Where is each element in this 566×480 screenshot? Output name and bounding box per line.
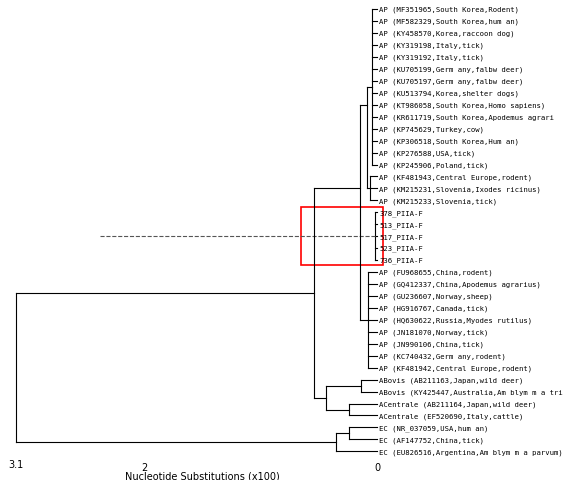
Text: AP (JN181070,Norway,tick): AP (JN181070,Norway,tick) xyxy=(379,329,489,336)
Text: AP (MF351965,South Korea,Rodent): AP (MF351965,South Korea,Rodent) xyxy=(379,7,520,13)
Text: 3.1: 3.1 xyxy=(8,458,23,468)
Text: AP (KP245906,Poland,tick): AP (KP245906,Poland,tick) xyxy=(379,162,489,168)
Text: Nucleotide Substitutions (x100): Nucleotide Substitutions (x100) xyxy=(125,470,280,480)
Text: AP (HQ630622,Russia,Myodes rutilus): AP (HQ630622,Russia,Myodes rutilus) xyxy=(379,317,533,324)
Text: AP (MF582329,South Korea,hum an): AP (MF582329,South Korea,hum an) xyxy=(379,19,520,25)
Text: AP (HG916767,Canada,tick): AP (HG916767,Canada,tick) xyxy=(379,305,489,312)
Text: 2: 2 xyxy=(141,462,147,472)
Text: ABovis (AB211163,Japan,wild deer): ABovis (AB211163,Japan,wild deer) xyxy=(379,377,524,383)
Text: AP (KP306518,South Korea,Hum an): AP (KP306518,South Korea,Hum an) xyxy=(379,138,520,144)
Text: ABovis (KY425447,Australia,Am blym m a tri: ABovis (KY425447,Australia,Am blym m a t… xyxy=(379,388,563,395)
Text: 523_PIIA-F: 523_PIIA-F xyxy=(379,245,423,252)
Text: 0: 0 xyxy=(374,462,380,472)
Text: AP (KU705197,Germ any,falbw deer): AP (KU705197,Germ any,falbw deer) xyxy=(379,78,524,85)
Text: AP (JN990106,China,tick): AP (JN990106,China,tick) xyxy=(379,341,484,348)
Text: AP (KM215233,Slovenia,tick): AP (KM215233,Slovenia,tick) xyxy=(379,198,498,204)
Text: AP (GQ412337,China,Apodemus agrarius): AP (GQ412337,China,Apodemus agrarius) xyxy=(379,281,541,288)
Text: ACentrale (AB211164,Japan,wild deer): ACentrale (AB211164,Japan,wild deer) xyxy=(379,400,537,407)
Text: EC (NR_037059,USA,hum an): EC (NR_037059,USA,hum an) xyxy=(379,424,489,431)
Text: 736_PIIA-F: 736_PIIA-F xyxy=(379,257,423,264)
Text: AP (KU705199,Germ any,falbw deer): AP (KU705199,Germ any,falbw deer) xyxy=(379,67,524,73)
Text: AP (KT986058,South Korea,Homo sapiens): AP (KT986058,South Korea,Homo sapiens) xyxy=(379,102,546,109)
Text: AP (KC740432,Germ any,rodent): AP (KC740432,Germ any,rodent) xyxy=(379,353,506,359)
Text: AP (KP745629,Turkey,cow): AP (KP745629,Turkey,cow) xyxy=(379,126,484,132)
Bar xyxy=(301,207,383,266)
Text: AP (KR611719,South Korea,Apodemus agrari: AP (KR611719,South Korea,Apodemus agrari xyxy=(379,114,554,120)
Text: AP (KM215231,Slovenia,Ixodes ricinus): AP (KM215231,Slovenia,Ixodes ricinus) xyxy=(379,186,541,192)
Text: 517_PIIA-F: 517_PIIA-F xyxy=(379,233,423,240)
Text: AP (GU236607,Norway,sheep): AP (GU236607,Norway,sheep) xyxy=(379,293,493,300)
Text: 378_PIIA-F: 378_PIIA-F xyxy=(379,210,423,216)
Text: AP (KY458570,Korea,raccoon dog): AP (KY458570,Korea,raccoon dog) xyxy=(379,31,515,37)
Text: EC (EU826516,Argentina,Am blym m a parvum): EC (EU826516,Argentina,Am blym m a parvu… xyxy=(379,448,563,455)
Text: AP (KY319192,Italy,tick): AP (KY319192,Italy,tick) xyxy=(379,55,484,61)
Text: 513_PIIA-F: 513_PIIA-F xyxy=(379,221,423,228)
Text: ACentrale (EF520690,Italy,cattle): ACentrale (EF520690,Italy,cattle) xyxy=(379,412,524,419)
Text: AP (KY319198,Italy,tick): AP (KY319198,Italy,tick) xyxy=(379,43,484,49)
Text: AP (KP276588,USA,tick): AP (KP276588,USA,tick) xyxy=(379,150,475,156)
Text: AP (KU513794,Korea,shelter dogs): AP (KU513794,Korea,shelter dogs) xyxy=(379,90,520,97)
Text: AP (FU968655,China,rodent): AP (FU968655,China,rodent) xyxy=(379,269,493,276)
Text: AP (KF481942,Central Europe,rodent): AP (KF481942,Central Europe,rodent) xyxy=(379,365,533,371)
Text: EC (AF147752,China,tick): EC (AF147752,China,tick) xyxy=(379,436,484,443)
Text: AP (KF481943,Central Europe,rodent): AP (KF481943,Central Europe,rodent) xyxy=(379,174,533,180)
